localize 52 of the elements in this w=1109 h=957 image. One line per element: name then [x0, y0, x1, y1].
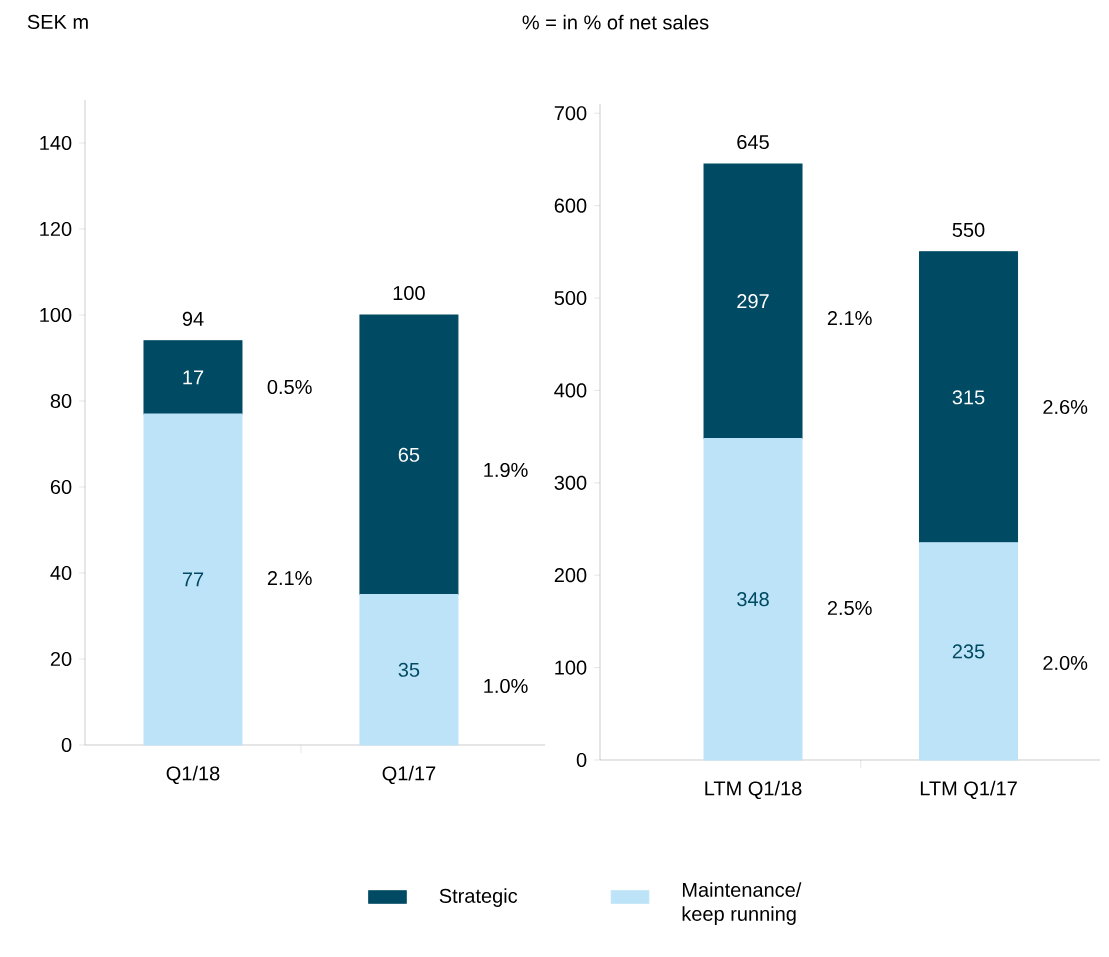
total-label: 550: [952, 222, 985, 237]
bar: [143, 413, 243, 746]
y-tick-label: 140: [40, 135, 72, 151]
bar: [919, 542, 1019, 761]
total-label: 100: [393, 285, 425, 301]
y-tick-label: 0: [61, 737, 72, 753]
y-tick-label: 0: [576, 752, 587, 768]
bar: [359, 314, 459, 595]
bar: [703, 163, 803, 439]
y-tick-label: 80: [50, 393, 72, 409]
legend-label: Strategic: [439, 888, 518, 907]
data-label: 35: [398, 662, 420, 677]
bar: [703, 437, 803, 761]
annotation: 1.9%: [484, 462, 528, 478]
annotation: 2.0%: [1043, 655, 1088, 671]
y-tick-label: 100: [40, 307, 72, 323]
data-label: 235: [952, 644, 985, 659]
y-tick-label: 400: [554, 383, 587, 398]
y-tick-label: 600: [554, 198, 587, 213]
x-tick-label: Q1/18: [166, 765, 220, 785]
data-label: 77: [182, 572, 204, 587]
annotation: 1.0%: [484, 678, 528, 694]
y-axis-title: SEK m: [27, 14, 88, 29]
legend-label: Maintenance/ keep running: [682, 882, 802, 925]
y-tick-label: 20: [50, 651, 72, 667]
y-tick-label: 40: [50, 565, 72, 581]
total-label: 645: [737, 134, 769, 150]
annotation: 2.6%: [1043, 399, 1088, 415]
y-tick-label: 200: [554, 568, 587, 583]
bar: [359, 593, 459, 746]
text: % = in % of net sales: [522, 14, 709, 30]
data-label: 297: [737, 294, 769, 309]
data-label: 348: [737, 592, 769, 607]
annotation: 2.1%: [267, 570, 312, 586]
y-tick-label: 300: [554, 475, 587, 490]
y-tick-label: 700: [554, 106, 587, 121]
data-label: 315: [952, 390, 985, 405]
y-tick-label: 60: [50, 479, 72, 495]
annotation: 0.5%: [267, 379, 312, 395]
x-tick-label: Q1/17: [382, 765, 436, 785]
y-tick-label: 100: [555, 660, 587, 675]
annotation: 2.1%: [827, 310, 872, 326]
data-label: 17: [183, 370, 204, 385]
total-label: 94: [182, 311, 204, 326]
x-tick-label: LTM Q1/18: [705, 780, 802, 800]
data-label: 65: [398, 447, 420, 462]
x-tick-label: LTM Q1/17: [920, 780, 1017, 800]
y-tick-label: 120: [40, 221, 72, 237]
annotation: 2.5%: [827, 600, 872, 616]
bar: [143, 340, 243, 415]
y-tick-label: 500: [554, 290, 587, 306]
bar: [919, 251, 1019, 544]
